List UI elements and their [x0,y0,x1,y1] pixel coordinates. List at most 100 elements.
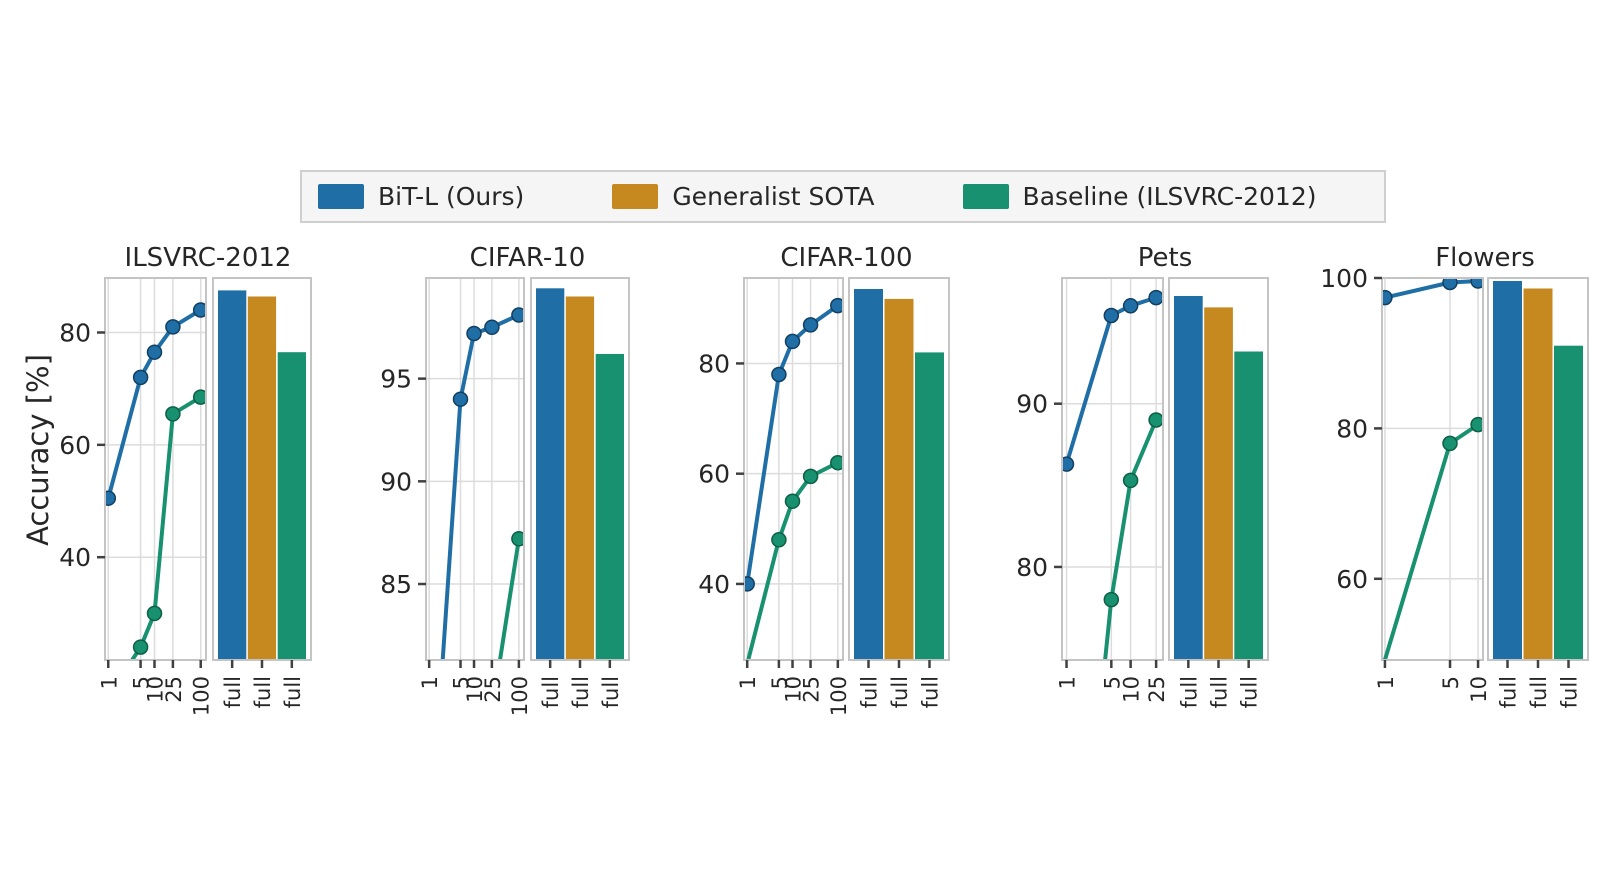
x-tick-label: 5 [450,676,474,689]
bit-data-point [1442,278,1458,291]
bit-data-point [484,319,500,336]
baseline-full-bar [595,354,624,660]
y-tick-label: 100 [1320,264,1368,293]
sota-full-bar [1523,288,1553,660]
bit-full-bar [218,290,247,660]
bit-data-point [1148,289,1163,306]
x-tick-label: 10 [1467,676,1491,703]
bar-tick-label: full [281,676,305,708]
panel-title: CIFAR-10 [470,243,586,273]
baseline-data-point [1103,591,1120,608]
baseline-full-bar [1554,345,1583,660]
baseline-data-point [165,406,181,422]
baseline-line [1382,422,1481,660]
x-tick-label: 1 [1056,676,1080,689]
bit-data-point [511,307,524,323]
x-tick-label: 10 [1120,676,1144,703]
x-tick-label: 5 [1439,676,1463,689]
x-tick-label: 10 [144,676,168,703]
bit-data-point [802,317,819,333]
bar-tick-label: full [1527,676,1551,708]
bit-data-point [771,366,787,383]
y-tick-label: 60 [698,460,730,489]
sota-full-bar [565,296,595,660]
x-tick-label: 25 [481,676,505,703]
x-tick-label: 100 [827,676,851,716]
y-tick-label: 60 [59,431,91,460]
panel-title: Flowers [1435,243,1535,273]
baseline-data-point [132,639,149,655]
bit-data-point [1382,289,1393,306]
y-tick-label: 40 [698,570,730,599]
legend-item-sota: Generalist SOTA [612,182,875,211]
bit-data-point [146,344,163,360]
y-axis-label: Accuracy [%] [21,354,55,546]
baseline-data-point [1122,472,1139,489]
legend: BiT-L (Ours) Generalist SOTA Baseline (I… [300,170,1386,223]
bit-color-swatch [318,184,364,209]
x-tick-label: 1 [97,676,121,689]
y-tick-label: 95 [380,365,412,394]
baseline-data-point [146,605,163,622]
baseline-data-point [830,454,843,471]
panel-title: CIFAR-100 [780,243,912,273]
x-tick-label: 5 [768,676,792,689]
baseline-line [498,536,521,660]
bar-tick-label: full [888,676,912,708]
bit-data-point [744,576,755,592]
bar-tick-label: full [919,676,943,708]
bit-data-point [1103,307,1120,324]
x-tick-label: 5 [130,676,154,689]
y-tick-label: 60 [1336,565,1368,594]
bar-tick-label: full [1558,676,1582,708]
x-tick-label: 1 [418,676,442,689]
line-axes-frame [1381,277,1484,661]
bit-data-point [1062,456,1075,472]
baseline-full-bar [915,352,944,660]
baseline-full-bar [277,352,306,660]
legend-label-bit: BiT-L (Ours) [378,182,525,211]
y-tick-label: 85 [380,570,412,599]
sota-full-bar [1204,307,1233,660]
bit-line [1064,295,1159,467]
baseline-data-point [771,532,787,548]
baseline-data-point [192,389,206,405]
bar-tick-label: full [599,676,623,708]
baseline-line [1103,418,1159,660]
bit-full-bar [536,288,565,660]
baseline-full-bar [1234,351,1263,660]
bit-data-point [192,302,206,318]
legend-label-sota: Generalist SOTA [672,182,875,211]
panel-title: ILSVRC-2012 [125,243,292,273]
x-tick-label: 25 [1145,676,1169,703]
bit-full-bar [1493,281,1522,660]
x-tick-label: 100 [190,676,214,716]
x-tick-label: 100 [508,676,532,716]
sota-full-bar [247,296,277,660]
legend-item-bit: BiT-L (Ours) [318,182,524,211]
baseline-data-point [784,493,801,509]
bit-data-point [1122,298,1139,314]
baseline-data-point [511,531,524,547]
bar-tick-label: full [569,676,593,708]
x-tick-label: 1 [736,676,760,689]
y-tick-label: 90 [380,467,412,496]
baseline-data-point [802,468,819,485]
sota-full-bar [884,298,914,660]
bar-tick-label: full [1497,676,1521,708]
x-tick-label: 10 [782,676,806,703]
bar-tick-label: full [1238,676,1262,708]
bar-tick-label: full [858,676,882,708]
bar-tick-label: full [1208,676,1232,708]
y-tick-label: 90 [1016,390,1048,419]
x-tick-label: 10 [463,676,487,703]
bar-tick-label: full [221,676,245,708]
bit-data-point [452,391,469,407]
baseline-data-point [1148,412,1163,428]
